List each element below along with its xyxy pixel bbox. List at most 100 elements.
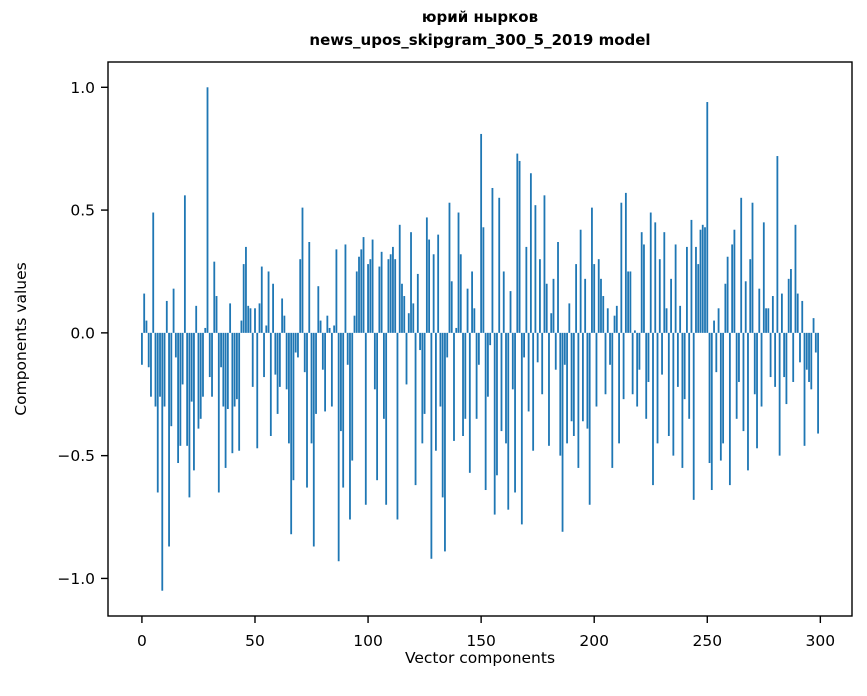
bar-279 bbox=[771, 296, 774, 333]
bar-129 bbox=[432, 254, 435, 333]
bar-220 bbox=[638, 332, 641, 370]
bar-185 bbox=[559, 332, 562, 456]
bar-152 bbox=[484, 332, 487, 491]
bar-203 bbox=[600, 278, 602, 333]
bar-55 bbox=[265, 325, 268, 333]
bar-179 bbox=[545, 283, 548, 333]
bar-100 bbox=[367, 264, 369, 333]
bar-137 bbox=[450, 281, 453, 333]
bar-215 bbox=[627, 271, 630, 333]
bar-124 bbox=[421, 332, 424, 444]
bar-231 bbox=[663, 232, 666, 333]
bar-228 bbox=[656, 332, 659, 444]
bar-222 bbox=[643, 244, 645, 333]
bar-140 bbox=[457, 212, 460, 333]
bar-122 bbox=[416, 273, 419, 333]
bar-114 bbox=[398, 224, 401, 333]
bar-182 bbox=[552, 278, 555, 333]
bar-162 bbox=[507, 332, 510, 510]
bar-5 bbox=[152, 212, 155, 333]
bar-46 bbox=[245, 246, 247, 333]
bar-108 bbox=[385, 332, 388, 505]
bar-37 bbox=[224, 332, 227, 468]
bar-128 bbox=[430, 332, 433, 559]
bar-53 bbox=[260, 266, 263, 333]
bar-275 bbox=[762, 222, 765, 333]
bar-249 bbox=[704, 227, 706, 333]
bar-75 bbox=[310, 332, 313, 444]
bar-151 bbox=[482, 227, 485, 333]
bar-214 bbox=[624, 192, 627, 333]
bar-238 bbox=[679, 305, 682, 333]
bar-257 bbox=[722, 332, 725, 444]
bar-150 bbox=[480, 133, 483, 333]
bar-272 bbox=[756, 332, 758, 449]
bar-78 bbox=[317, 286, 320, 333]
bar-32 bbox=[213, 261, 216, 333]
bar-234 bbox=[670, 278, 672, 333]
bar-261 bbox=[731, 244, 734, 333]
bar-83 bbox=[328, 327, 331, 333]
bar-148 bbox=[475, 332, 478, 419]
bar-163 bbox=[509, 291, 512, 333]
bar-244 bbox=[692, 332, 695, 500]
bar-22 bbox=[190, 332, 193, 402]
bar-65 bbox=[288, 332, 290, 444]
bar-213 bbox=[622, 332, 625, 400]
chart-title: юрий нырков news_upos_skipgram_300_5_201… bbox=[108, 6, 852, 52]
bar-99 bbox=[364, 332, 367, 505]
bar-77 bbox=[315, 332, 317, 414]
bar-79 bbox=[319, 320, 322, 333]
bar-243 bbox=[690, 219, 693, 333]
bar-282 bbox=[778, 332, 781, 456]
bar-169 bbox=[523, 332, 525, 358]
bar-256 bbox=[719, 332, 722, 461]
bar-196 bbox=[584, 278, 587, 333]
x-tick-label: 100 bbox=[353, 632, 383, 650]
bar-97 bbox=[360, 249, 363, 333]
bar-235 bbox=[672, 332, 675, 456]
bar-26 bbox=[199, 332, 202, 419]
bar-209 bbox=[613, 315, 616, 333]
bar-219 bbox=[636, 332, 639, 407]
bar-68 bbox=[294, 332, 297, 353]
bar-125 bbox=[423, 332, 426, 414]
bar-173 bbox=[532, 332, 535, 451]
bar-94 bbox=[353, 315, 356, 333]
bar-237 bbox=[676, 332, 679, 387]
bar-49 bbox=[251, 332, 254, 387]
bar-41 bbox=[233, 332, 236, 407]
bar-110 bbox=[389, 254, 392, 333]
bar-147 bbox=[473, 308, 476, 333]
bar-285 bbox=[785, 332, 788, 405]
bar-241 bbox=[686, 246, 688, 333]
bar-258 bbox=[724, 283, 727, 333]
bar-80 bbox=[321, 332, 324, 370]
bar-175 bbox=[536, 332, 539, 363]
bar-245 bbox=[695, 246, 697, 333]
bar-188 bbox=[566, 332, 568, 444]
bar-16 bbox=[177, 332, 180, 464]
bar-34 bbox=[217, 332, 220, 493]
bar-3 bbox=[147, 332, 150, 368]
bar-123 bbox=[419, 332, 421, 351]
bar-295 bbox=[808, 332, 810, 382]
bar-38 bbox=[226, 332, 229, 409]
bar-71 bbox=[301, 207, 304, 333]
x-tick-label: 300 bbox=[806, 632, 836, 650]
bar-168 bbox=[520, 332, 523, 525]
bar-283 bbox=[780, 293, 783, 333]
bar-166 bbox=[516, 153, 519, 333]
bar-27 bbox=[202, 332, 204, 397]
bar-180 bbox=[548, 332, 550, 446]
bar-277 bbox=[767, 308, 770, 333]
bar-62 bbox=[281, 298, 284, 333]
bar-43 bbox=[238, 332, 241, 451]
bar-70 bbox=[299, 259, 302, 333]
bar-297 bbox=[812, 318, 815, 333]
bar-190 bbox=[570, 332, 573, 422]
bar-139 bbox=[455, 327, 458, 333]
bar-93 bbox=[351, 332, 354, 461]
bar-287 bbox=[790, 269, 792, 333]
